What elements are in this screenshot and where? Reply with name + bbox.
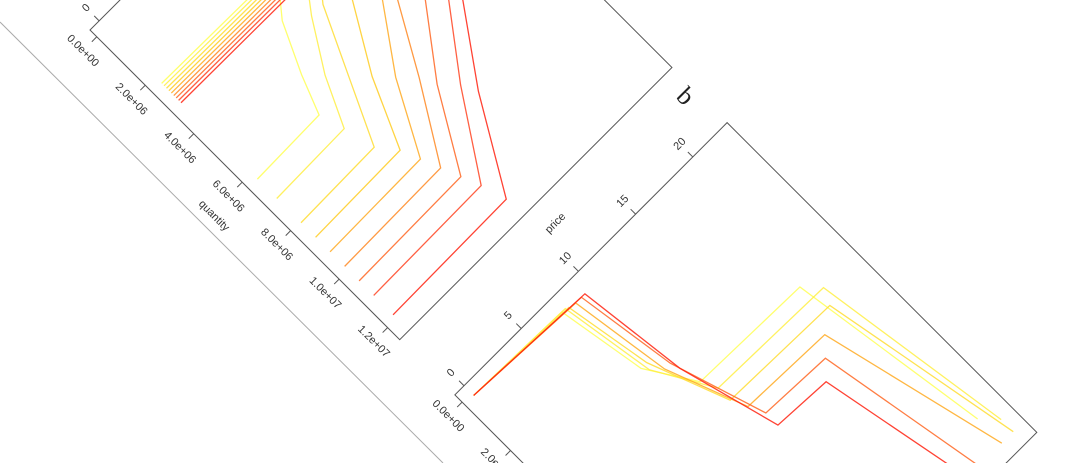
curve — [166, 0, 375, 224]
curve — [178, 0, 482, 296]
x-tick — [188, 133, 195, 140]
x-tick — [333, 278, 340, 285]
x-tick — [236, 181, 243, 188]
curves — [473, 286, 1014, 463]
plot-box — [89, 0, 673, 341]
x-tick — [382, 327, 388, 333]
curve — [161, 0, 320, 180]
curve — [163, 0, 345, 199]
x-tick — [505, 450, 511, 456]
x-tick — [139, 84, 146, 91]
x-tick — [285, 230, 292, 236]
y-tick — [573, 266, 579, 272]
y-tick — [515, 323, 522, 329]
curve — [170, 0, 422, 253]
curves — [161, 0, 507, 316]
curve — [180, 0, 507, 316]
curve — [175, 0, 462, 282]
y-tick — [458, 380, 465, 387]
y-tick — [687, 151, 694, 158]
paper-edge — [0, 21, 444, 463]
y-tick — [630, 208, 636, 215]
curve — [173, 0, 442, 267]
curve — [168, 0, 401, 238]
x-tick — [91, 36, 98, 43]
curve — [473, 292, 968, 463]
plot-box — [454, 121, 1038, 463]
x-tick — [456, 401, 463, 408]
y-tick — [93, 15, 100, 22]
